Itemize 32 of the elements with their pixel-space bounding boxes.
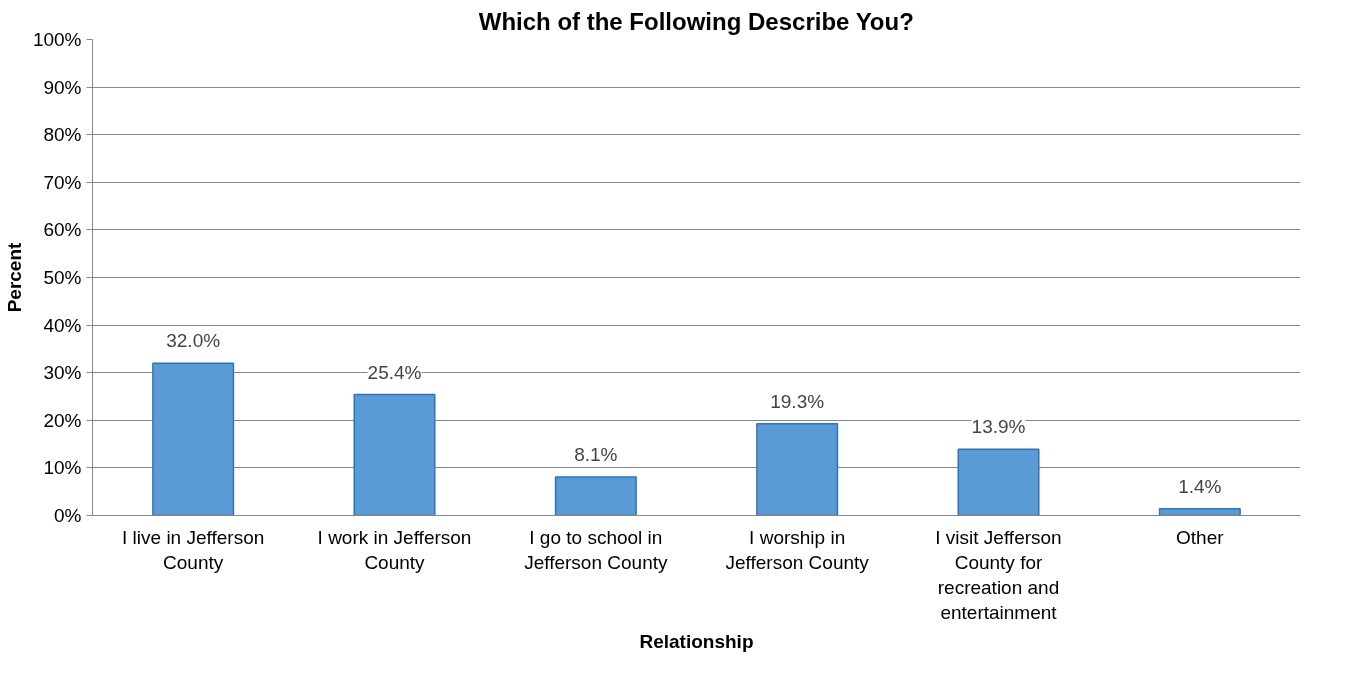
bar (353, 393, 436, 516)
y-tick-label: 90% (43, 76, 82, 98)
bar (152, 362, 235, 516)
x-tick-label: I live in Jefferson County (122, 526, 265, 573)
chart-title: Which of the Following Describe You? (478, 7, 914, 35)
bar (756, 422, 839, 516)
y-tick-label: 50% (43, 267, 82, 288)
x-tick-label: I visit Jefferson County for recreation and entertainment (935, 526, 1062, 624)
y-tick-label: 100% (32, 29, 82, 50)
data-label: 13.9% (971, 416, 1026, 438)
data-label: 1.4% (1178, 475, 1222, 497)
x-tick-label: Other (1176, 526, 1225, 548)
data-label: 32.0% (166, 330, 221, 352)
data-label: 8.1% (574, 443, 618, 465)
bar (554, 476, 637, 516)
x-tick-label: I worship in Jefferson County (725, 526, 870, 573)
y-tick-label: 30% (43, 362, 82, 384)
data-label: 25.4% (367, 361, 422, 383)
y-tick-label: 70% (43, 171, 82, 193)
y-tick-label: 40% (43, 314, 82, 336)
y-tick-label: 10% (43, 457, 82, 479)
y-tick-label: 80% (43, 124, 82, 146)
bar (957, 448, 1040, 516)
bar (1158, 508, 1241, 516)
x-tick-label: I go to school in Jefferson County (524, 526, 668, 573)
y-tick-label: 60% (43, 219, 82, 241)
y-axis-title: Percent (3, 241, 25, 313)
x-tick-label: I work in Jefferson County (317, 526, 472, 573)
y-tick-label: 20% (43, 409, 82, 431)
y-tick-label: 0% (54, 505, 82, 526)
data-label: 19.3% (770, 390, 825, 412)
x-axis-title: Relationship (639, 631, 754, 653)
